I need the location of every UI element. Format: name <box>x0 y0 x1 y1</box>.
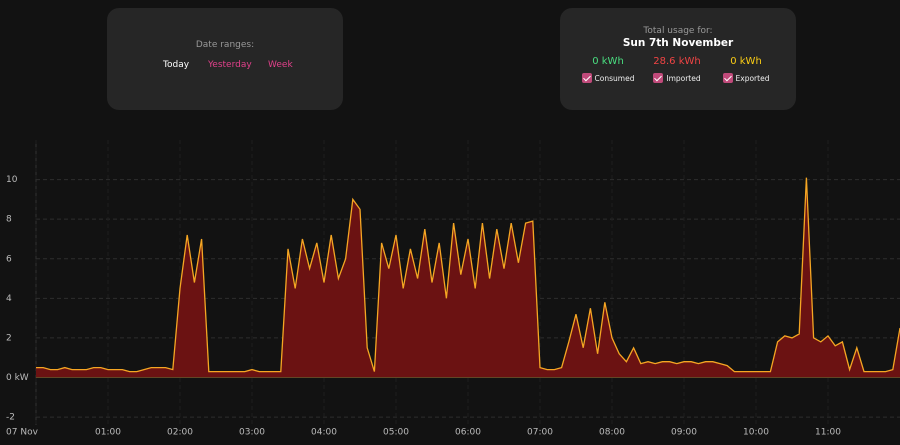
area <box>36 177 900 378</box>
y-tick-label: 2 <box>6 333 12 343</box>
stat-value: 28.6 kWh <box>653 56 701 67</box>
checkbox[interactable] <box>581 73 592 83</box>
y-tick-label: 8 <box>6 215 12 225</box>
stat: 28.6 kWh Imported <box>642 56 712 83</box>
checkbox[interactable] <box>653 73 664 83</box>
x-tick-label: 09:00 <box>671 428 697 438</box>
stat-label: Consumed <box>594 73 635 83</box>
usage-date: Sun 7th November <box>622 37 734 49</box>
x-tick-label: 06:00 <box>455 428 481 438</box>
stat-toggle[interactable]: Exported <box>711 73 781 83</box>
x-tick-label: 04:00 <box>311 428 337 438</box>
y-tick-label: -2 <box>6 413 15 423</box>
checkbox[interactable] <box>722 73 733 83</box>
range-option[interactable]: Yesterday <box>208 60 252 70</box>
x-tick-label: 11:00 <box>815 428 841 438</box>
x-tick-label: 10:00 <box>743 428 769 438</box>
stat-value: 0 kWh <box>730 56 762 67</box>
x-tick-label: 08:00 <box>599 428 625 438</box>
y-tick-label: 4 <box>6 294 12 304</box>
stat: 0 kWh Exported <box>711 56 781 83</box>
x-tick-label: 02:00 <box>167 428 193 438</box>
stat-label: Exported <box>735 73 770 83</box>
x-tick-label: 07 Nov <box>6 428 39 438</box>
range-option[interactable]: Today <box>163 60 190 70</box>
y-tick-label: 0 kW <box>6 373 29 383</box>
usage-panel: Total usage for: Sun 7th November 0 kWh C… <box>560 8 796 110</box>
x-tick-label: 01:00 <box>95 428 121 438</box>
x-tick-label: 07:00 <box>527 428 553 438</box>
x-tick-label: 03:00 <box>239 428 265 438</box>
stat-label: Imported <box>666 73 701 83</box>
stat: 0 kWh Consumed <box>573 56 643 83</box>
panel-title: Date ranges: <box>195 40 255 50</box>
y-tick-label: 10 <box>6 175 18 185</box>
stat-toggle[interactable]: Imported <box>642 73 712 83</box>
y-tick-label: 6 <box>6 254 12 264</box>
x-tick-label: 05:00 <box>383 428 409 438</box>
range-option[interactable]: Week <box>268 60 293 70</box>
line <box>36 177 900 373</box>
stat-toggle[interactable]: Consumed <box>573 73 643 83</box>
date-panel: Date ranges: Today Yesterday Week <box>107 8 343 110</box>
stat-value: 0 kWh <box>592 56 624 67</box>
panel-title: Total usage for: <box>643 26 713 36</box>
